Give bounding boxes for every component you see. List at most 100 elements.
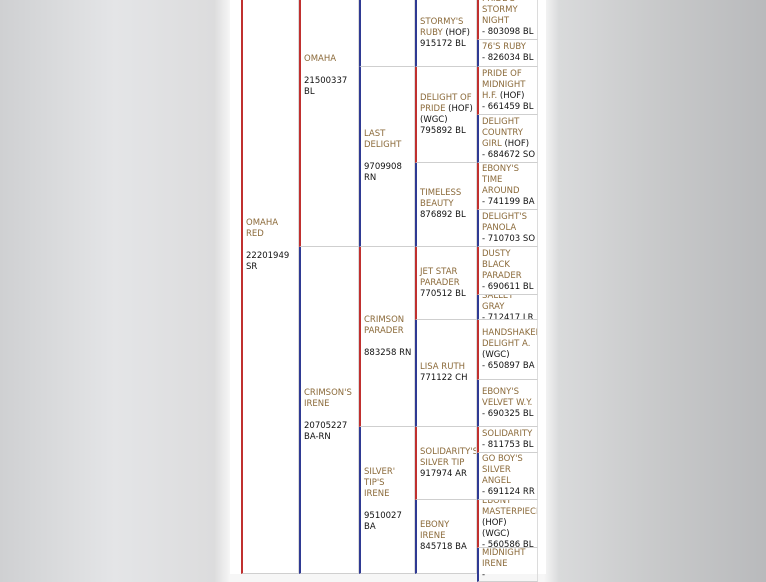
horse-name: EBONY'S VELVET W.Y.: [482, 386, 533, 408]
registration: - 741199 BA: [482, 197, 535, 207]
horse-info: DUSTY BLACK PARADER - 690611 BL: [482, 249, 535, 293]
registration: 9510027 BA: [364, 511, 402, 532]
registration: - 811753 BL: [482, 439, 534, 450]
horse-cell: CRIMSON'S IRENE 20705227 BA-RN: [299, 247, 359, 574]
horse-info: CRIMSON'S IRENE 20705227 BA-RN: [304, 388, 356, 443]
horse-cell: TIMELESS BEAUTY 876892 BL: [415, 163, 477, 247]
horse-cell: CRIMSON PARADER 883258 RN: [359, 247, 415, 427]
horse-info: EBONY IRENE 845718 BA: [420, 520, 474, 553]
horse-info: HANDSHAKER DELIGHT A. (WGC) - 650897 BA: [482, 327, 538, 372]
registration: - 712417 LR: [482, 312, 534, 320]
horse-info: SALLEY GRAY - 712417 LR: [482, 295, 535, 320]
horse-cell: 76'S RUBY - 826034 BL: [477, 40, 538, 67]
registration: - 690611 BL: [482, 281, 534, 292]
horse-name: TIMELESS BEAUTY: [420, 188, 462, 209]
horse-info: PRIDE OF MIDNIGHT H.F. (HOF) - 661459 BL: [482, 69, 535, 113]
horse-name: CRIMSON PARADER: [364, 314, 405, 336]
horse-info: STORMY'S RUBY (HOF) 915172 BL: [420, 17, 474, 50]
horse-info: DELIGHT OF PRIDE (HOF) (WGC) 795892 BL: [420, 93, 474, 137]
horse-name: PRIDE OF MIDNIGHT H.F.: [482, 68, 526, 101]
horse-cell: SOLIDARITY - 811753 BL: [477, 427, 538, 453]
horse-cell: SOLIDARITY'S SILVER TIP 917974 AR: [415, 427, 477, 500]
horse-title: (WGC): [482, 349, 510, 360]
horse-name: HANDSHAKER DELIGHT A.: [482, 327, 538, 349]
horse-info: LISA RUTH 771122 CH: [420, 362, 474, 384]
horse-cell: STORMY'S RUBY (HOF) 915172 BL: [415, 0, 477, 67]
horse-cell: PRIDE OF MIDNIGHT H.F. (HOF) - 661459 BL: [477, 67, 538, 115]
horse-info: DELIGHT'S PANOLA - 710703 SO: [482, 212, 535, 245]
horse-cell: PRIDE'S STORMY NIGHT - 803098 BL: [477, 0, 538, 40]
horse-cell: EBONY'S TIME AROUND - 741199 BA: [477, 163, 538, 210]
horse-info: SILVER' TIP'S IRENE 9510027 BA: [364, 467, 412, 533]
horse-info: MIDNIGHT IRENE -: [482, 548, 535, 581]
horse-title: (HOF): [504, 138, 530, 149]
registration: - 684672 SO: [482, 149, 536, 160]
registration: 22201949 SR: [246, 251, 290, 272]
registration: - 691124 RR: [482, 487, 535, 497]
horse-name: 76'S RUBY: [482, 42, 526, 52]
horse-info: PRIDE'S STORMY NIGHT - 803098 BL: [482, 0, 535, 38]
registration: - 661459 BL: [482, 101, 534, 112]
horse-title: (HOF) (WGC): [482, 518, 510, 539]
registration: - 710703 SO: [482, 233, 536, 244]
registration: 9709908 RN: [364, 162, 402, 183]
horse-name: LAST DELIGHT: [364, 129, 402, 150]
horse-info: EBONY'S VELVET W.Y. - 690325 BL: [482, 387, 535, 420]
horse-title: (HOF): [445, 27, 470, 38]
horse-info: DELIGHT COUNTRY GIRL (HOF) - 684672 SO: [482, 117, 535, 161]
horse-name: EBONY'S TIME AROUND: [482, 164, 520, 196]
horse-name: PRIDE'S STORMY NIGHT: [482, 0, 518, 26]
horse-cell: SALLEY GRAY - 712417 LR: [477, 295, 538, 320]
horse-name: SILVER' TIP'S IRENE: [364, 467, 396, 499]
horse-info: JET STAR PARADER 770512 BL: [420, 267, 474, 300]
horse-info: OMAHA 21500337 BL: [304, 54, 356, 98]
horse-info: GO BOY'S SILVER ANGEL - 691124 RR: [482, 454, 535, 498]
pedigree-table: OMAHA RED 22201949 SR OMAHA 21500337 BL CR…: [230, 0, 546, 582]
horse-cell: EBONY'S VELVET W.Y. - 690325 BL: [477, 380, 538, 427]
horse-cell: MIDNIGHT IRENE -: [477, 548, 538, 582]
horse-name: CRIMSON'S IRENE: [304, 388, 352, 409]
horse-info: CRIMSON PARADER 883258 RN: [364, 315, 412, 359]
horse-name: SOLIDARITY: [482, 428, 533, 439]
horse-info: SOLIDARITY - 811753 BL: [482, 429, 535, 451]
registration: 21500337 BL: [304, 76, 348, 97]
registration: 917974 AR: [420, 468, 467, 479]
horse-name: SALLEY GRAY: [482, 295, 514, 312]
horse-info: 76'S RUBY - 826034 BL: [482, 42, 535, 64]
registration: 795892 BL: [420, 125, 466, 136]
horse-name: DUSTY BLACK PARADER: [482, 248, 522, 281]
horse-cell: GO BOY'S SILVER ANGEL - 691124 RR: [477, 453, 538, 500]
registration: 876892 BL: [420, 210, 466, 220]
registration: - 650897 BA: [482, 360, 535, 371]
horse-info: TIMELESS BEAUTY 876892 BL: [420, 188, 474, 221]
horse-info: OMAHA RED 22201949 SR: [246, 218, 296, 273]
horse-cell: DUSTY BLACK PARADER - 690611 BL: [477, 247, 538, 295]
horse-info: EBONY MASTERPIECE (HOF) (WGC) - 560586 B…: [482, 500, 537, 547]
horse-name: LISA RUTH: [420, 362, 466, 372]
registration: -: [482, 570, 486, 580]
horse-name: DELIGHT COUNTRY GIRL: [482, 116, 523, 149]
registration: 915172 BL: [420, 38, 466, 49]
registration: 771122 CH: [420, 373, 468, 383]
horse-name: EBONY IRENE: [420, 520, 450, 541]
registration: 883258 RN: [364, 347, 412, 358]
empty-cell: [359, 0, 415, 67]
horse-name: STORMY'S RUBY: [420, 16, 464, 38]
horse-name: DELIGHT'S PANOLA: [482, 211, 528, 233]
horse-name: SOLIDARITY'S SILVER TIP: [420, 446, 477, 468]
horse-cell: EBONY IRENE 845718 BA: [415, 500, 477, 574]
horse-cell: LAST DELIGHT 9709908 RN: [359, 67, 415, 247]
horse-cell: HANDSHAKER DELIGHT A. (WGC) - 650897 BA: [477, 320, 538, 380]
horse-title: (HOF): [499, 90, 525, 101]
registration: - 826034 BL: [482, 53, 534, 63]
horse-info: EBONY'S TIME AROUND - 741199 BA: [482, 164, 535, 208]
registration: - 690325 BL: [482, 408, 534, 419]
horse-cell: SILVER' TIP'S IRENE 9510027 BA: [359, 427, 415, 574]
horse-cell: EBONY MASTERPIECE (HOF) (WGC) - 560586 B…: [477, 500, 538, 548]
horse-cell: DELIGHT COUNTRY GIRL (HOF) - 684672 SO: [477, 115, 538, 163]
horse-cell: DELIGHT OF PRIDE (HOF) (WGC) 795892 BL: [415, 67, 477, 163]
registration: 770512 BL: [420, 288, 466, 299]
horse-name: MIDNIGHT IRENE: [482, 548, 526, 569]
registration: 845718 BA: [420, 542, 467, 552]
